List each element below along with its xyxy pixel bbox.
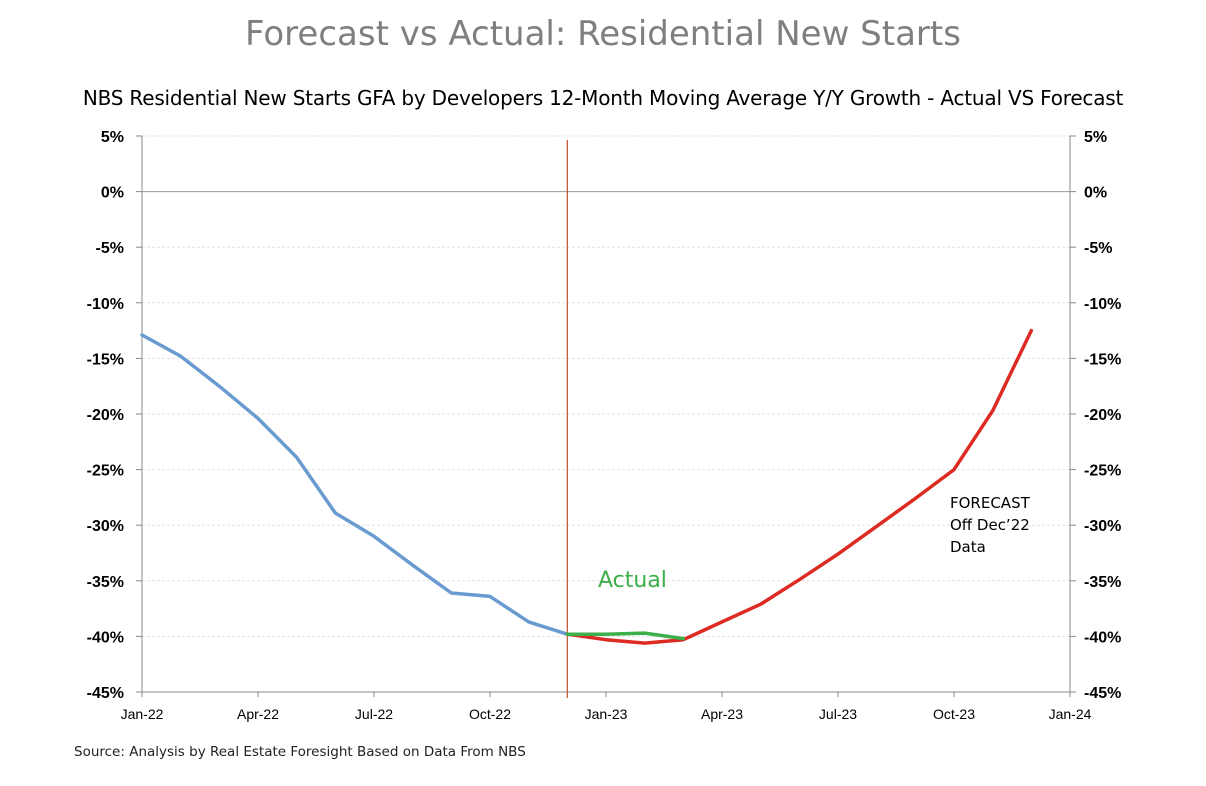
source-note: Source: Analysis by Real Estate Foresigh… <box>74 744 526 760</box>
y-tick-label-right: -10% <box>1084 296 1121 313</box>
y-tick-label-right: 0% <box>1084 185 1107 202</box>
tick-labels: 5% 5% 0% 0% -5% -5% -10% -10% -15% -15% -20% -20% -2… <box>87 129 1122 722</box>
chart-title: NBS Residential New Starts GFA by Develo… <box>82 86 1124 110</box>
series-lines <box>140 328 1034 645</box>
y-tick-label-right: 5% <box>1084 129 1107 146</box>
y-tick-label-right: -5% <box>1084 240 1112 257</box>
y-tick-label-left: -40% <box>87 629 124 646</box>
x-tick-label: Jan-24 <box>1049 706 1092 722</box>
y-tick-label-left: -45% <box>87 685 124 702</box>
annotation-forecast-line3: Data <box>950 538 986 556</box>
y-tick-label-left: -5% <box>96 240 124 257</box>
y-tick-label-right: -15% <box>1084 351 1121 368</box>
series-line-actual <box>565 631 686 641</box>
y-tick-label-left: -20% <box>87 407 124 424</box>
x-tick-label: Oct-22 <box>469 706 511 722</box>
y-tick-label-right: -35% <box>1084 574 1121 591</box>
x-tick-label: Jan-23 <box>585 706 628 722</box>
x-tick-label: Jan-22 <box>121 706 164 722</box>
annotation-forecast-line2: Off Dec’22 <box>950 516 1030 534</box>
y-tick-label-left: -35% <box>87 574 124 591</box>
axes <box>136 135 1076 697</box>
y-tick-label-right: -45% <box>1084 685 1121 702</box>
y-tick-label-left: 5% <box>101 129 124 146</box>
y-tick-label-right: -30% <box>1084 518 1121 535</box>
series-line-forecast <box>565 328 1034 645</box>
x-tick-label: Apr-23 <box>701 706 743 722</box>
annotation-forecast: FORECAST Off Dec’22 Data <box>950 492 1030 558</box>
annotation-forecast-line1: FORECAST <box>950 494 1030 512</box>
x-tick-label: Oct-23 <box>933 706 975 722</box>
y-tick-label-right: -40% <box>1084 629 1121 646</box>
x-tick-label: Jul-23 <box>819 706 857 722</box>
y-tick-label-left: 0% <box>101 185 124 202</box>
page-title: Forecast vs Actual: Residential New Star… <box>245 14 961 54</box>
x-tick-label: Jul-22 <box>355 706 393 722</box>
gridlines <box>142 135 1070 637</box>
y-tick-label-right: -20% <box>1084 407 1121 424</box>
series-line-history <box>140 333 570 636</box>
y-tick-label-left: -15% <box>87 351 124 368</box>
y-tick-label-right: -25% <box>1084 463 1121 480</box>
y-tick-label-left: -25% <box>87 463 124 480</box>
y-tick-label-left: -10% <box>87 296 124 313</box>
annotation-actual: Actual <box>598 568 667 593</box>
x-tick-label: Apr-22 <box>237 706 279 722</box>
y-tick-label-left: -30% <box>87 518 124 535</box>
